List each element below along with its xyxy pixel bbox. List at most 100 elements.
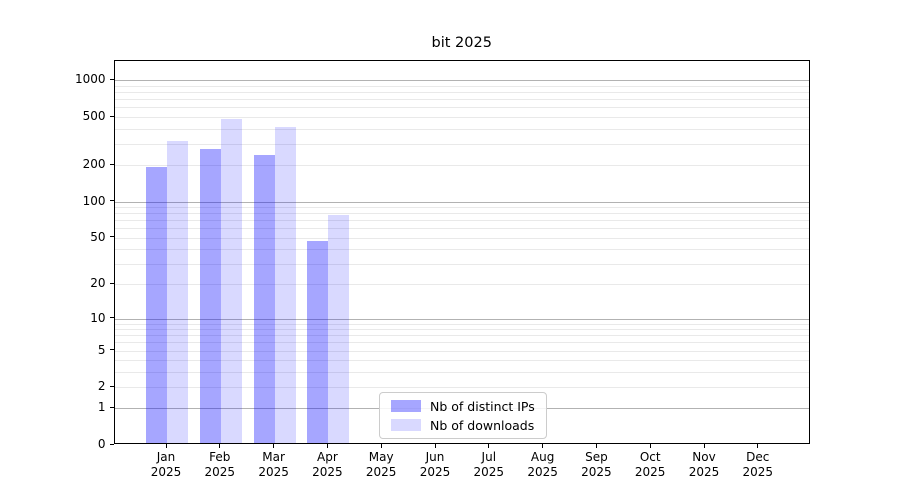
x-tick-month: Nov [692, 450, 716, 464]
y-tick [109, 406, 114, 408]
legend-swatch-downloads [391, 419, 421, 431]
y-tick-label: 10 [90, 310, 106, 325]
y-tick-label: 1 [97, 400, 106, 415]
y-tick-label: 2 [97, 379, 106, 393]
x-tick-label-may: May 2025 [346, 450, 416, 480]
minor-gridline [114, 213, 809, 215]
minor-gridline [114, 263, 809, 265]
x-tick-month: Oct [639, 450, 661, 464]
minor-gridline [114, 323, 809, 325]
y-tick [109, 349, 114, 350]
major-gridline [114, 201, 809, 203]
y-tick-label: 50 [90, 229, 106, 244]
y-tick [109, 443, 114, 445]
minor-gridline [114, 350, 809, 352]
legend-label-downloads: Nb of downloads [430, 417, 535, 433]
minor-gridline [114, 107, 809, 109]
minor-gridline [114, 371, 809, 373]
legend: Nb of distinct IPs Nb of downloads [379, 392, 547, 439]
minor-gridline [114, 360, 809, 362]
x-tick-label-mar: Mar 2025 [239, 450, 309, 480]
x-tick-month: Jul [481, 450, 497, 464]
chart-title: bit 2025 [431, 35, 492, 51]
minor-gridline [114, 86, 809, 87]
x-tick-label-oct: Oct 2025 [615, 450, 685, 480]
x-tick-month: Aug [530, 450, 555, 464]
x-tick-label-aug: Aug 2025 [508, 450, 578, 480]
x-tick-year: 2025 [634, 465, 666, 479]
major-gridline [114, 318, 809, 320]
x-tick-month: Feb [209, 450, 231, 464]
y-tick [109, 385, 114, 387]
x-tick [542, 444, 544, 448]
x-tick [326, 444, 328, 448]
minor-gridline [114, 143, 809, 145]
bar-distinct-ips-mar [253, 154, 275, 443]
x-tick [757, 444, 759, 448]
x-tick-year: 2025 [204, 465, 236, 479]
y-tick-label: 1000 [74, 72, 106, 87]
bar-downloads-mar [274, 126, 296, 443]
x-tick [380, 444, 382, 448]
y-tick-label: 0 [97, 437, 106, 451]
x-tick-month: Apr [317, 450, 338, 464]
x-tick-month: Jun [425, 450, 445, 464]
y-tick-label: 200 [82, 157, 106, 172]
x-tick-label-nov: Nov 2025 [669, 450, 739, 480]
minor-gridline [114, 387, 809, 388]
y-tick-label: 20 [90, 276, 106, 291]
bar-downloads-apr [328, 215, 350, 443]
bar-distinct-ips-apr [307, 241, 329, 443]
x-tick-label-feb: Feb 2025 [185, 450, 255, 480]
y-tick [109, 236, 114, 237]
x-tick-year: 2025 [419, 465, 451, 479]
minor-gridline [114, 99, 809, 101]
x-tick-label-jul: Jul 2025 [454, 450, 524, 480]
minor-gridline [114, 284, 809, 286]
x-tick-label-dec: Dec 2025 [723, 450, 793, 480]
minor-gridline [114, 329, 809, 331]
y-tick [109, 200, 114, 201]
minor-gridline [114, 117, 809, 118]
minor-gridline [114, 220, 809, 222]
y-tick [109, 317, 114, 318]
x-tick-year: 2025 [473, 465, 505, 479]
plot-area: Nb of distinct IPs Nb of downloads [113, 60, 810, 444]
minor-gridline [114, 249, 809, 250]
minor-gridline [114, 228, 809, 230]
x-tick-label-jun: Jun 2025 [400, 450, 470, 480]
x-tick-label-apr: Apr 2025 [292, 450, 362, 480]
x-tick-month: May [368, 450, 394, 464]
x-tick-year: 2025 [150, 465, 182, 479]
major-gridline [114, 80, 809, 82]
x-tick-year: 2025 [688, 465, 720, 479]
x-tick-year: 2025 [258, 465, 289, 479]
x-tick [595, 444, 597, 448]
x-tick [488, 444, 490, 448]
minor-gridline [114, 207, 809, 208]
y-tick [109, 78, 114, 80]
x-tick-year: 2025 [312, 465, 343, 479]
legend-item-distinct-ips: Nb of distinct IPs [391, 400, 546, 413]
y-tick [109, 115, 114, 117]
x-tick [703, 444, 705, 448]
y-tick-label: 100 [82, 193, 106, 208]
x-tick-label-jan: Jan 2025 [131, 450, 201, 480]
x-tick-label-sep: Sep 2025 [561, 450, 631, 480]
x-tick [273, 444, 275, 448]
legend-swatch-distinct-ips [391, 400, 421, 412]
x-tick-year: 2025 [365, 465, 397, 479]
x-tick-year: 2025 [742, 465, 774, 479]
bar-downloads-feb [220, 119, 242, 443]
bar-distinct-ips-jan [146, 167, 167, 443]
minor-gridline [114, 165, 809, 167]
x-tick-year: 2025 [581, 465, 612, 479]
minor-gridline [114, 342, 809, 344]
x-tick-month: Sep [585, 450, 608, 464]
bar-downloads-jan [167, 141, 188, 443]
x-tick [434, 444, 436, 448]
minor-gridline [114, 237, 809, 239]
x-tick [649, 444, 651, 448]
x-tick [165, 444, 167, 448]
